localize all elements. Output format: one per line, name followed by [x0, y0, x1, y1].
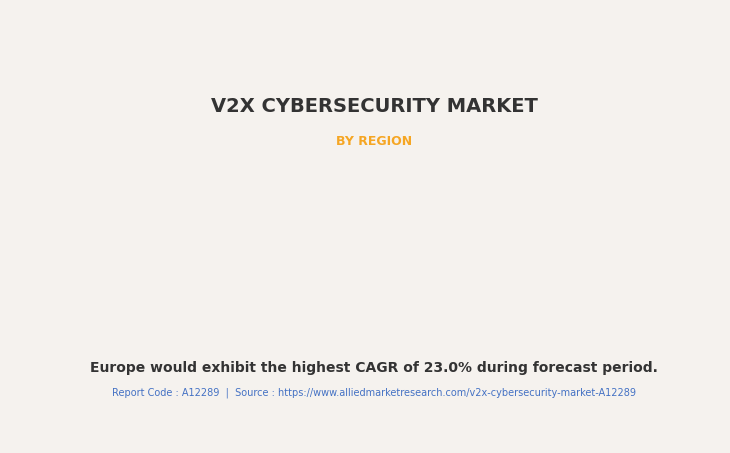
Text: V2X CYBERSECURITY MARKET: V2X CYBERSECURITY MARKET: [211, 97, 537, 116]
Text: Europe would exhibit the highest CAGR of 23.0% during forecast period.: Europe would exhibit the highest CAGR of…: [91, 361, 658, 375]
Text: Report Code : A12289  |  Source : https://www.alliedmarketresearch.com/v2x-cyber: Report Code : A12289 | Source : https://…: [112, 387, 636, 398]
Text: BY REGION: BY REGION: [336, 135, 412, 148]
